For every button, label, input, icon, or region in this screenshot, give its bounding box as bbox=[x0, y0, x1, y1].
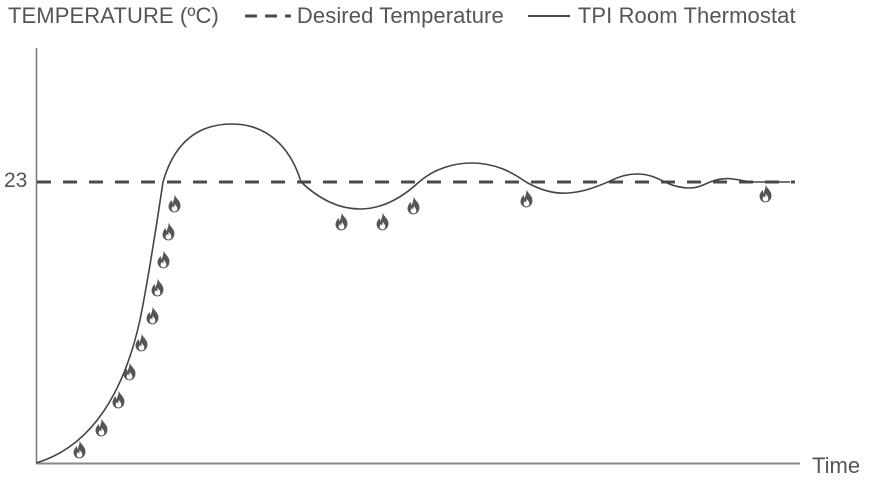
legend-title: TEMPERATURE (ºC) bbox=[8, 3, 219, 28]
flame-icon bbox=[123, 362, 136, 381]
heating-flame-icons bbox=[73, 184, 772, 459]
solid-line-swatch-icon bbox=[526, 8, 572, 24]
legend-label-desired: Desired Temperature bbox=[296, 3, 504, 28]
flame-icon bbox=[135, 333, 148, 352]
flame-icon bbox=[157, 250, 170, 269]
flame-icon bbox=[168, 194, 181, 213]
thermostat-curve bbox=[35, 123, 790, 464]
y-tick-label-23: 23 bbox=[4, 169, 28, 192]
chart-legend: TEMPERATURE (ºC) Desired Temperature TPI… bbox=[8, 2, 818, 30]
dashed-line-swatch-icon bbox=[244, 8, 291, 24]
flame-icon bbox=[335, 212, 348, 231]
flame-icon bbox=[162, 222, 175, 241]
legend-item-thermostat: TPI Room Thermostat bbox=[526, 3, 796, 29]
legend-label-thermostat: TPI Room Thermostat bbox=[577, 3, 796, 28]
legend-item-desired: Desired Temperature bbox=[244, 3, 504, 29]
flame-icon bbox=[376, 212, 389, 231]
flame-icon bbox=[759, 184, 772, 203]
x-axis-label: Time bbox=[812, 453, 861, 478]
flame-icon bbox=[407, 196, 420, 215]
flame-icon bbox=[151, 278, 164, 297]
flame-icon bbox=[146, 306, 159, 325]
flame-icon bbox=[520, 189, 533, 208]
